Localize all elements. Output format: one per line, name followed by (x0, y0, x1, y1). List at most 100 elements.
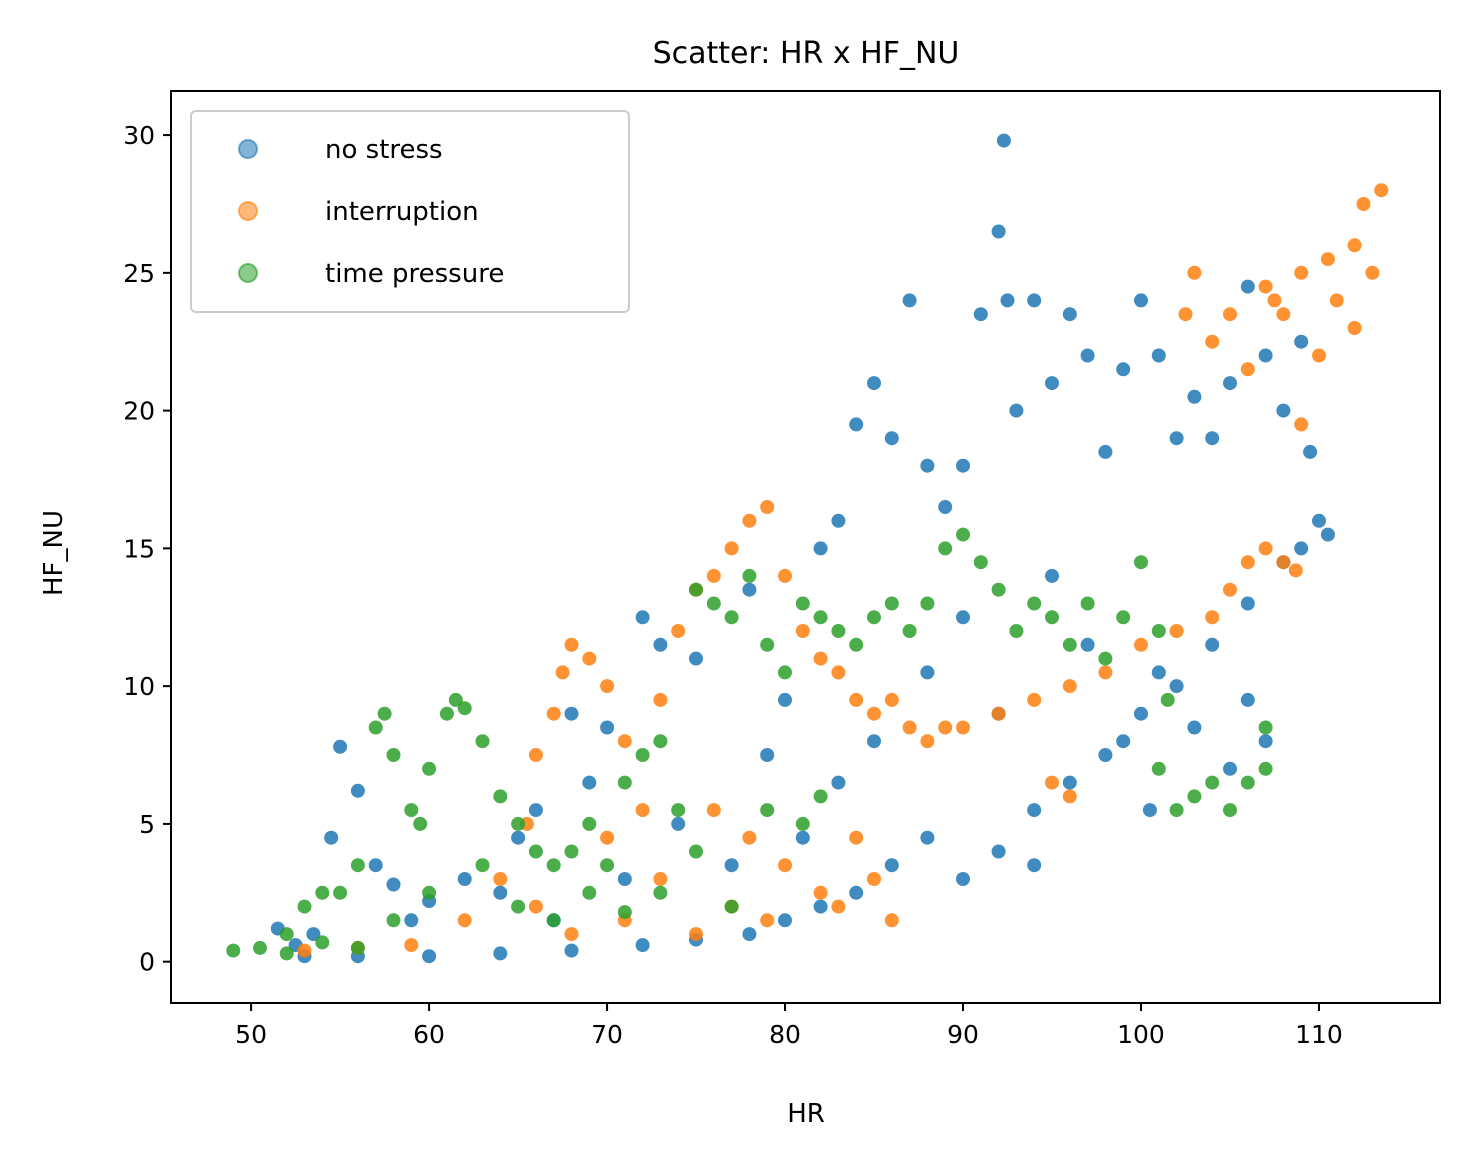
data-point (564, 844, 579, 859)
data-point (724, 610, 739, 625)
data-point (1009, 624, 1024, 638)
data-point (404, 913, 419, 928)
data-point (582, 651, 597, 666)
data-point (1098, 748, 1113, 762)
x-tick-label: 50 (235, 1020, 267, 1049)
data-point (1187, 789, 1202, 804)
legend-label: no stress (325, 135, 443, 165)
data-point (1080, 637, 1095, 652)
data-point (1223, 803, 1237, 818)
data-point (795, 596, 810, 611)
data-point (778, 665, 792, 680)
data-point (1062, 307, 1077, 322)
data-point (617, 905, 632, 920)
data-point (938, 541, 953, 556)
series-no-stress (270, 133, 1335, 964)
x-axis-ticks: 50 60 70 80 90 100 110 (235, 1003, 1343, 1049)
data-point (1205, 431, 1220, 446)
data-point (724, 541, 739, 556)
data-point (653, 885, 668, 900)
data-point (920, 830, 935, 845)
x-axis-label: HR (787, 1099, 825, 1129)
data-point (564, 706, 579, 721)
data-point (1080, 596, 1095, 611)
data-point (1320, 252, 1335, 267)
data-point (1000, 293, 1015, 308)
data-point (724, 899, 739, 914)
data-point (617, 872, 632, 886)
data-point (1062, 679, 1077, 694)
data-point (582, 816, 597, 831)
y-tick-label: 25 (123, 259, 155, 288)
data-point (1080, 348, 1095, 363)
data-point (422, 761, 437, 776)
data-point (1045, 610, 1059, 625)
legend-marker (238, 201, 258, 221)
data-point (1169, 431, 1184, 446)
data-point (1276, 307, 1291, 322)
data-point (689, 844, 703, 859)
data-point (1288, 563, 1303, 578)
data-point (1027, 803, 1042, 818)
data-point (635, 748, 650, 762)
data-point (1169, 679, 1184, 694)
data-point (448, 692, 463, 707)
data-point (1062, 789, 1077, 804)
data-point (1205, 637, 1220, 652)
data-point (439, 706, 454, 721)
data-point (795, 816, 810, 831)
data-point (1134, 637, 1148, 652)
data-point (778, 858, 792, 873)
data-point (1294, 417, 1309, 432)
data-point (377, 706, 392, 721)
data-point (1294, 334, 1309, 349)
data-point (831, 624, 846, 638)
data-point (1374, 183, 1389, 198)
data-point (582, 775, 597, 790)
data-point (867, 706, 881, 721)
legend-marker (238, 263, 258, 283)
y-tick-label: 5 (139, 810, 155, 839)
data-point (1116, 610, 1131, 625)
data-point (671, 624, 686, 638)
data-point (386, 913, 401, 928)
data-point (795, 624, 810, 638)
data-point (795, 830, 810, 845)
y-tick-label: 20 (123, 397, 155, 426)
data-point (306, 927, 321, 942)
data-point (813, 789, 828, 804)
data-point (1303, 444, 1318, 459)
data-point (564, 943, 579, 958)
data-point (635, 803, 650, 818)
data-point (760, 637, 775, 652)
data-point (1098, 444, 1113, 459)
data-point (600, 858, 615, 873)
data-point (1223, 376, 1237, 391)
data-point (902, 624, 917, 638)
data-point (564, 637, 579, 652)
data-point (867, 734, 881, 749)
data-point (1276, 555, 1291, 570)
data-point (422, 885, 437, 900)
x-tick-label: 100 (1117, 1020, 1165, 1049)
data-point (742, 830, 757, 845)
data-point (1045, 775, 1059, 790)
legend-label: time pressure (325, 259, 504, 289)
data-point (386, 748, 401, 762)
data-point (1151, 348, 1166, 363)
data-point (350, 940, 365, 955)
data-point (760, 748, 775, 762)
data-point (956, 610, 970, 625)
data-point (1178, 307, 1193, 322)
data-point (475, 734, 490, 749)
data-point (653, 872, 668, 886)
data-point (902, 720, 917, 735)
data-point (1294, 541, 1309, 556)
data-point (920, 458, 935, 473)
data-point (884, 431, 899, 446)
data-point (813, 899, 828, 914)
data-point (920, 665, 935, 680)
data-point (849, 885, 864, 900)
data-point (742, 513, 757, 528)
x-tick-label: 110 (1295, 1020, 1343, 1049)
